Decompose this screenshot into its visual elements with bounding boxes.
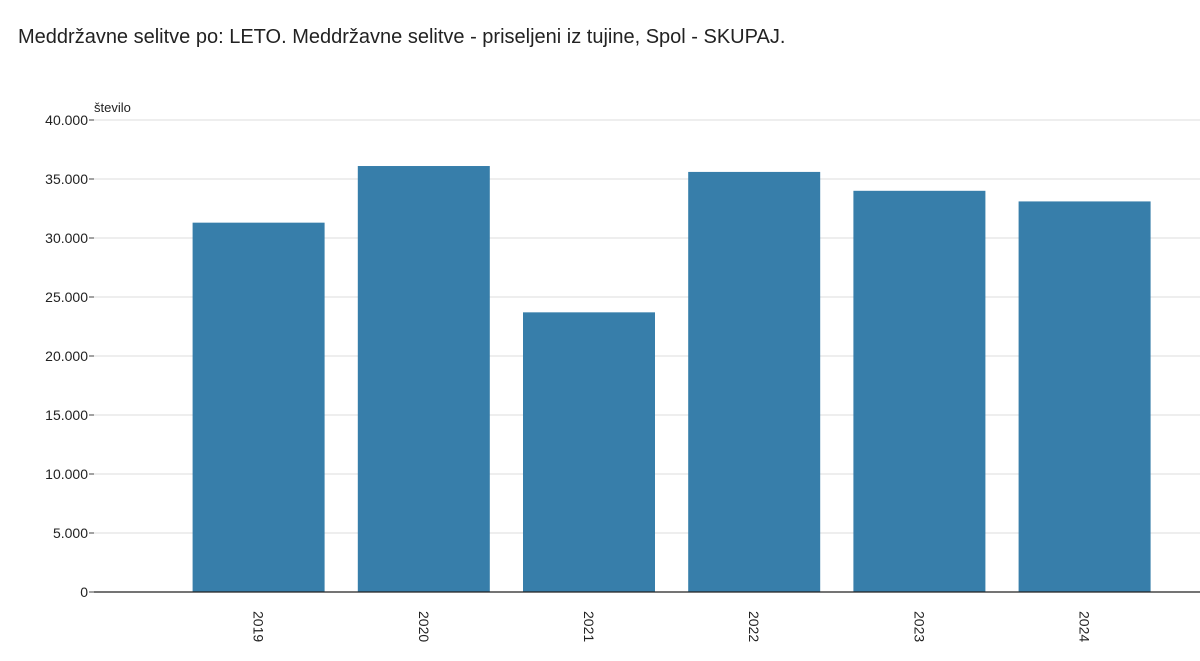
- axes: [89, 119, 1200, 593]
- y-tick-label: 0: [80, 584, 88, 600]
- bar-2020: [357, 166, 490, 592]
- bars: [192, 166, 1151, 593]
- x-tick-label: 2020: [416, 611, 432, 642]
- bar-2023: [853, 190, 986, 593]
- y-tick-label: 25.000: [45, 289, 88, 305]
- bar-2024: [1018, 201, 1151, 593]
- x-tick-label: 2019: [251, 611, 267, 642]
- x-tick-label: 2024: [1077, 611, 1093, 642]
- y-tick-label: 15.000: [45, 407, 88, 423]
- y-axis-unit-label: število: [94, 100, 131, 115]
- y-tick-label: 20.000: [45, 348, 88, 364]
- x-axis-tick-labels: 2019 2020 2021 2022 2023 2024: [251, 611, 1093, 642]
- y-tick-label: 35.000: [45, 171, 88, 187]
- y-tick-label: 10.000: [45, 466, 88, 482]
- y-tick-label: 30.000: [45, 230, 88, 246]
- x-tick-label: 2022: [746, 611, 762, 642]
- x-tick-label: 2023: [911, 611, 927, 642]
- y-tick-label: 5.000: [53, 525, 88, 541]
- bar-2019: [192, 222, 325, 592]
- bar-2022: [688, 171, 821, 593]
- y-tick-label: 40.000: [45, 112, 88, 128]
- y-axis-tick-labels: 0 5.000 10.000 15.000 20.000 25.000 30.000 35.0…: [45, 112, 88, 600]
- chart-title: Meddržavne selitve po: LETO. Meddržavne …: [18, 26, 786, 48]
- bar-2021: [523, 312, 655, 592]
- x-tick-label: 2021: [581, 611, 597, 642]
